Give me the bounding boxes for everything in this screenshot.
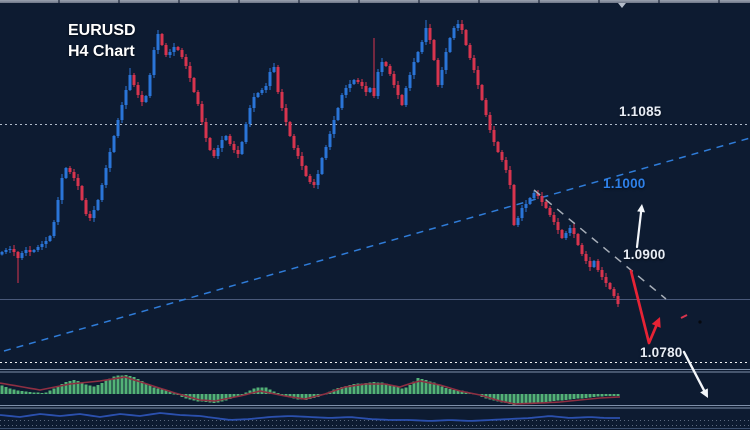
chart-header: EURUSD H4 Chart: [68, 20, 136, 62]
scroll-position-marker[interactable]: [618, 3, 626, 8]
price-label-1-0900: 1.0900: [623, 247, 666, 262]
price-label-1-1000: 1.1000: [603, 176, 646, 191]
symbol-label: EURUSD: [68, 22, 136, 39]
chart-scrollbar[interactable]: [0, 0, 750, 3]
price-label-1-0780: 1.0780: [640, 345, 683, 360]
price-label-1-1085: 1.1085: [619, 104, 662, 119]
timeframe-label: H4 Chart: [68, 43, 135, 60]
scrollbar-ticks: [0, 0, 750, 3]
